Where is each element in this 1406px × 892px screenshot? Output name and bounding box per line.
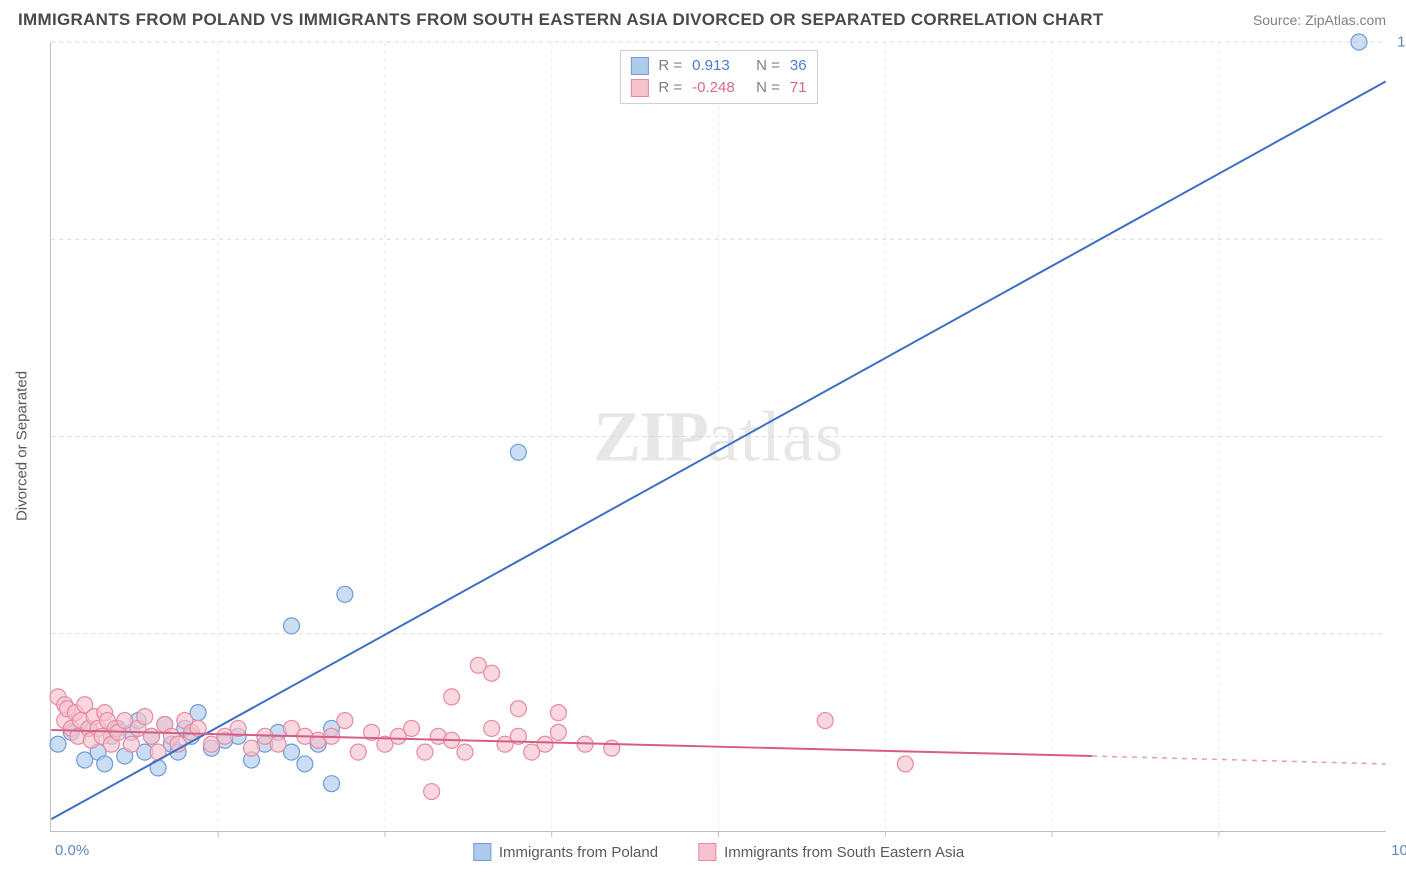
- plot-area: ZIPatlas R = 0.913 N = 36 R = -0.248 N =…: [50, 42, 1386, 832]
- swatch-pink-icon: [630, 79, 648, 97]
- swatch-pink-icon: [698, 843, 716, 861]
- legend-bottom-blue-label: Immigrants from Poland: [499, 844, 658, 861]
- legend-top-row-blue: R = 0.913 N = 36: [630, 55, 806, 77]
- source-label: Source: ZipAtlas.com: [1253, 12, 1386, 28]
- legend-top-row-pink: R = -0.248 N = 71: [630, 77, 806, 99]
- legend-bottom-blue: Immigrants from Poland: [473, 843, 658, 861]
- y-tick-label: 100.0%: [1397, 34, 1406, 51]
- legend-pink-r: -0.248: [692, 77, 746, 99]
- legend-r-label: R =: [658, 55, 682, 77]
- y-axis-label: Divorced or Separated: [14, 371, 31, 521]
- correlation-chart: IMMIGRANTS FROM POLAND VS IMMIGRANTS FRO…: [0, 0, 1406, 892]
- legend-blue-n: 36: [790, 55, 807, 77]
- legend-n-label: N =: [756, 55, 780, 77]
- legend-bottom-pink: Immigrants from South Eastern Asia: [698, 843, 964, 861]
- swatch-blue-icon: [630, 57, 648, 75]
- legend-bottom-pink-label: Immigrants from South Eastern Asia: [724, 844, 964, 861]
- legend-blue-r: 0.913: [692, 55, 746, 77]
- swatch-blue-icon: [473, 843, 491, 861]
- chart-title: IMMIGRANTS FROM POLAND VS IMMIGRANTS FRO…: [18, 10, 1104, 30]
- legend-top-box: R = 0.913 N = 36 R = -0.248 N = 71: [619, 50, 817, 104]
- legend-n-label: N =: [756, 77, 780, 99]
- legend-pink-n: 71: [790, 77, 807, 99]
- scatter-svg: [51, 42, 1386, 831]
- legend-r-label: R =: [658, 77, 682, 99]
- x-tick-100: 100.0%: [1391, 842, 1406, 859]
- x-tick-0: 0.0%: [55, 842, 89, 859]
- legend-bottom: Immigrants from Poland Immigrants from S…: [473, 843, 964, 861]
